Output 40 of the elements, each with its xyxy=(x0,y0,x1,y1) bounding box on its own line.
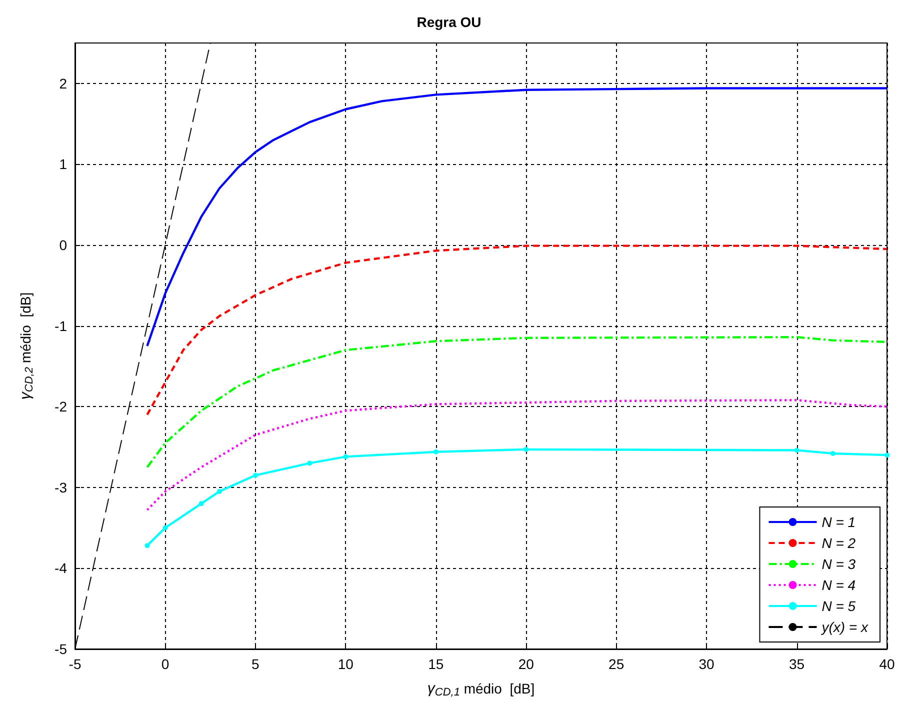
legend-label: y(x) = x xyxy=(820,619,869,635)
x-tick-label: 25 xyxy=(608,656,624,672)
point xyxy=(307,460,312,466)
point xyxy=(343,454,348,460)
y-tick-label: -4 xyxy=(54,560,68,576)
point xyxy=(198,501,204,506)
chart-title: Regra OU xyxy=(416,14,482,30)
point xyxy=(252,472,258,478)
y-tick-label: 2 xyxy=(59,75,68,92)
y-tick-label: 1 xyxy=(59,156,68,172)
x-tick-label: 10 xyxy=(338,656,354,672)
line-series xyxy=(146,87,888,348)
y-tick-label: 0 xyxy=(59,237,68,253)
y-tick-label: -5 xyxy=(54,641,68,657)
legend-label: N = 1 xyxy=(822,514,856,530)
x-tick-label: 0 xyxy=(161,656,170,672)
legend-label: N = 2 xyxy=(822,535,856,551)
x-tick-label: 5 xyxy=(252,656,260,672)
point xyxy=(162,525,168,530)
legend-label: N = 5 xyxy=(822,598,856,614)
line-series xyxy=(146,244,888,416)
y-tick-label: -1 xyxy=(54,318,68,334)
y-axis-title: γCD,2 médio [dB] xyxy=(17,292,36,400)
point xyxy=(794,448,800,453)
point xyxy=(524,446,529,452)
legend-label: N = 3 xyxy=(822,556,856,572)
point xyxy=(830,450,836,456)
line-series xyxy=(146,399,888,512)
y-tick-label: -3 xyxy=(54,479,68,496)
legend-label: N = 4 xyxy=(822,577,856,593)
point xyxy=(144,543,150,548)
point xyxy=(433,449,438,454)
point xyxy=(216,488,222,494)
x-tick-label: 15 xyxy=(428,656,444,672)
y-tick-label: -2 xyxy=(54,398,68,415)
x-tick-label: 40 xyxy=(879,656,895,672)
x-tick-label: 20 xyxy=(518,656,534,672)
x-tick-label: 30 xyxy=(698,656,715,672)
x-tick-label: 35 xyxy=(788,656,805,672)
point xyxy=(884,452,890,458)
